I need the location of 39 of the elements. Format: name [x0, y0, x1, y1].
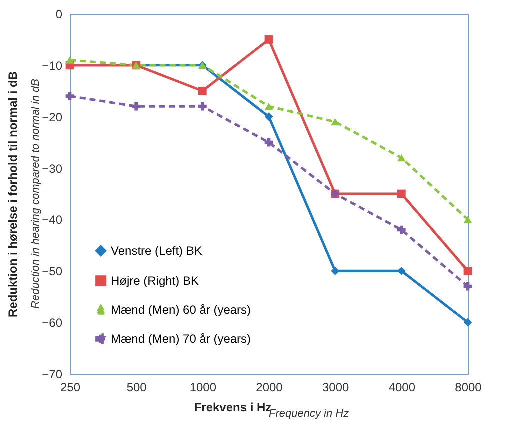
point	[198, 86, 207, 96]
point	[132, 102, 141, 111]
y-tick-label: −30	[42, 162, 63, 176]
point	[264, 36, 274, 44]
point	[198, 102, 207, 111]
legend-label: Mænd (Men) 60 år (years)	[111, 303, 252, 317]
point	[397, 226, 406, 234]
point	[264, 112, 274, 122]
x-tick-label: 3000	[322, 380, 350, 394]
x-tick-label: 500	[126, 380, 148, 394]
y-tick-label: −50	[42, 264, 63, 279]
point	[264, 138, 274, 147]
y-tick-label: −40	[42, 213, 63, 228]
legend-label: Mænd (Men) 70 år (years)	[111, 332, 252, 346]
y-tick-label: −20	[42, 110, 63, 124]
y-tick-label: −10	[42, 58, 63, 73]
text: Frequency in Hz	[269, 408, 350, 420]
y-tick-label: 0	[56, 8, 63, 22]
legend-label: Højre (Right) BK	[111, 274, 200, 288]
x-tick-label: 250	[60, 380, 81, 394]
point	[264, 102, 274, 110]
y-tick-label: −60	[42, 316, 63, 330]
x-tick-label: 4000	[388, 380, 416, 394]
point	[397, 154, 406, 162]
point	[331, 118, 340, 126]
x-tick-label: 8000	[455, 380, 482, 394]
point	[66, 56, 74, 64]
y-tick-label: −70	[42, 368, 63, 382]
point	[66, 92, 74, 100]
x-tick-label: 1000	[190, 380, 217, 394]
point	[464, 318, 472, 327]
point	[464, 282, 472, 291]
legend-label: Venstre (Left) BK	[111, 244, 202, 258]
point	[464, 216, 472, 224]
text: Reduction in hearing compared to normal in dB	[30, 79, 42, 309]
point	[397, 190, 406, 198]
point	[464, 266, 472, 276]
x-tick-label: 2000	[256, 380, 284, 394]
y-axis-title: Reduktion i hørelse i forhold til normal i dB	[6, 71, 20, 318]
